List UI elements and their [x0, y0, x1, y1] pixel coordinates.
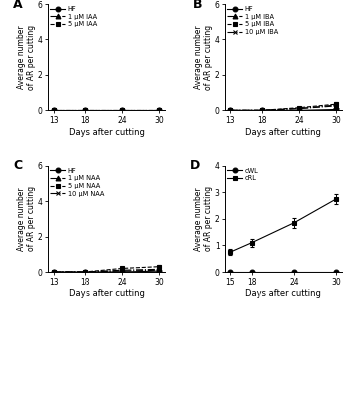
Text: 24 DAC: 24 DAC — [203, 387, 228, 393]
X-axis label: Days after cutting: Days after cutting — [69, 289, 145, 298]
X-axis label: Days after cutting: Days after cutting — [69, 128, 145, 137]
Text: E: E — [2, 284, 10, 297]
Y-axis label: Average number
of AR per cutting: Average number of AR per cutting — [194, 25, 213, 90]
X-axis label: Days after cutting: Days after cutting — [245, 289, 321, 298]
Legend: cWL, cRL: cWL, cRL — [227, 167, 259, 182]
Text: 18 DAC: 18 DAC — [117, 387, 142, 393]
Y-axis label: Average number
of AR per cutting: Average number of AR per cutting — [17, 25, 37, 90]
Legend: HF, 1 μM NAA, 5 μM NAA, 10 μM NAA: HF, 1 μM NAA, 5 μM NAA, 10 μM NAA — [50, 167, 105, 197]
Text: A: A — [13, 0, 23, 11]
Text: C: C — [13, 159, 22, 172]
X-axis label: Days after cutting: Days after cutting — [245, 128, 321, 137]
Y-axis label: Average number
of AR per cutting: Average number of AR per cutting — [17, 186, 37, 251]
Legend: HF, 1 μM IBA, 5 μM IBA, 10 μM IBA: HF, 1 μM IBA, 5 μM IBA, 10 μM IBA — [227, 5, 278, 36]
Text: 30 DAC: 30 DAC — [289, 387, 315, 393]
Text: B: B — [193, 0, 202, 11]
Legend: HF, 1 μM IAA, 5 μM IAA: HF, 1 μM IAA, 5 μM IAA — [50, 5, 98, 28]
Y-axis label: Average number
of AR per cutting: Average number of AR per cutting — [194, 186, 213, 251]
Text: D: D — [190, 159, 200, 172]
Text: 15 DAC: 15 DAC — [30, 387, 56, 393]
